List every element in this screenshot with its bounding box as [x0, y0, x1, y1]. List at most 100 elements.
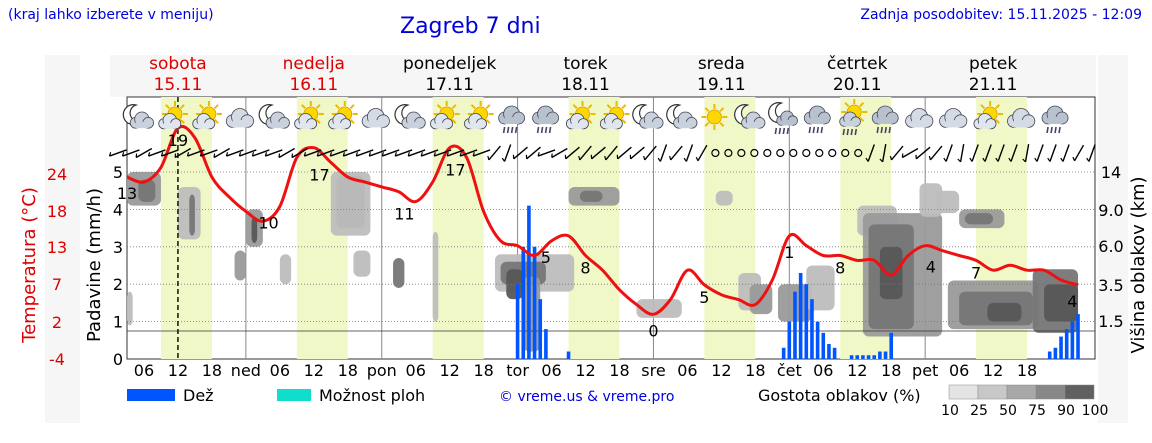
calm-wind-icon: [815, 148, 824, 158]
day-name: torek: [564, 54, 608, 74]
last-updated: Zadnja posodobitev: 15.11.2025 - 12:09: [860, 7, 1142, 23]
wind-arrow-icon: [213, 147, 231, 159]
temp-tick-label: 24: [47, 165, 67, 184]
hour-tick-label: 18: [338, 361, 358, 380]
calm-wind-icon: [737, 148, 746, 158]
rain-bar: [798, 272, 803, 359]
wind-arrow-icon: [291, 147, 308, 159]
wind-arrow-icon: [945, 144, 953, 162]
wind-arrow-icon: [278, 147, 295, 159]
hour-tick-label: 18: [745, 361, 765, 380]
temp-tick-label: -4: [49, 350, 65, 369]
hour-tick-label: 06: [813, 361, 833, 380]
wind-arrow-icon: [304, 149, 322, 157]
calm-wind-icon: [828, 148, 837, 158]
page-title: Zagreb 7 dni: [400, 14, 541, 39]
wind-arrow-icon: [1088, 144, 1096, 162]
wind-arrow-icon: [1073, 144, 1085, 162]
cloud-icon: [225, 108, 254, 128]
temperature-label: 13: [117, 184, 137, 203]
day-date: 18.11: [561, 75, 610, 95]
wind-arrow-icon: [1062, 144, 1070, 162]
temp-axis-label: Temperatura (°C): [19, 187, 40, 344]
cloud-block: [987, 302, 1022, 322]
precip-axis-label: Padavine (mm/h): [84, 188, 105, 342]
cloud-density-swatch: [1035, 384, 1066, 400]
temperature-label: 19: [168, 131, 188, 150]
wind-arrow-icon: [187, 149, 205, 157]
wind-arrow-icon: [513, 146, 528, 160]
day-name: nedelja: [283, 54, 345, 74]
temperature-label: 0: [648, 321, 658, 340]
cloud-block: [251, 216, 258, 244]
cloud-block: [432, 231, 439, 322]
wind-arrow-icon: [503, 144, 512, 162]
rain-bar: [787, 321, 792, 359]
sun-cloud-icon: [192, 101, 222, 130]
wind-arrow-icon: [317, 149, 335, 157]
temperature-label: 1: [784, 243, 794, 262]
cloud-block: [393, 258, 405, 288]
wind-arrow-icon: [630, 146, 645, 160]
precip-tick-label: 0: [113, 350, 123, 369]
wind-arrow-icon: [252, 149, 270, 157]
rain-bar: [855, 355, 860, 359]
sun-icon: [701, 104, 728, 130]
sun-cloud-icon: [973, 101, 1004, 130]
cloud-density-tick-label: 100: [1082, 403, 1109, 419]
temperature-label: 11: [394, 205, 414, 224]
rain-cloud-icon: [498, 105, 526, 134]
hour-tick-label: 06: [406, 361, 426, 380]
cloud-density-swatch: [1064, 384, 1095, 400]
cloud-density-swatch: [948, 384, 979, 400]
rain-bar: [1053, 347, 1058, 359]
wind-arrow-icon: [122, 149, 140, 157]
cloud-icon: [939, 108, 968, 128]
storm-legend-label: Možnost ploh: [319, 386, 425, 405]
wind-arrow-icon: [997, 144, 1005, 162]
cloud-block: [579, 190, 603, 202]
wind-arrow-icon: [395, 149, 413, 157]
temperature-label: 5: [541, 248, 551, 267]
wind-arrow-icon: [407, 149, 426, 157]
day-name: sobota: [149, 54, 207, 74]
hour-tick-label: 18: [202, 361, 222, 380]
cloud-height-tick-label: 14: [1101, 163, 1121, 182]
cloud-density-tick-label: 90: [1057, 403, 1075, 419]
rain-bar: [878, 351, 882, 359]
temperature-label: 17: [309, 165, 329, 184]
hour-tick-label: 12: [439, 361, 459, 380]
moon-cloud-icon: [734, 104, 766, 129]
moon-cloud-icon: [666, 104, 698, 129]
temperature-label: 17: [445, 161, 465, 180]
wind-arrow-icon: [971, 144, 979, 162]
temp-tick-label: 18: [47, 202, 67, 221]
wind-arrow-icon: [1010, 144, 1018, 162]
daylight-band: [568, 97, 620, 359]
wind-arrow-icon: [984, 144, 992, 162]
wind-arrow-icon: [369, 149, 387, 157]
rain-bar: [872, 355, 877, 359]
rain-bar: [866, 355, 871, 359]
day-date: 20.11: [833, 75, 882, 95]
wind-arrow-icon: [239, 149, 257, 157]
hour-tick-label: 18: [609, 361, 629, 380]
wind-arrow-icon: [488, 145, 501, 161]
cloud-block: [715, 190, 733, 206]
wind-arrow-icon: [685, 144, 694, 162]
rain-bar: [781, 347, 786, 359]
day-name: sreda: [698, 54, 745, 74]
wind-arrow-icon: [551, 147, 568, 159]
hour-tick-label: 06: [949, 361, 969, 380]
cloud-height-tick-label: 9.0: [1098, 201, 1123, 220]
moon-cloud-icon: [632, 104, 664, 129]
day-short-label: čet: [777, 361, 802, 380]
cloud-block: [330, 172, 371, 236]
cloud-height-tick-label: 1.5: [1098, 312, 1123, 331]
wind-arrow-icon: [433, 149, 452, 157]
cloud-icon: [1007, 108, 1036, 128]
cloud-density-tick-label: 25: [970, 403, 988, 419]
hour-tick-label: 06: [541, 361, 561, 380]
temperature-label: 8: [835, 259, 845, 278]
sun-rain-icon: [839, 99, 868, 136]
